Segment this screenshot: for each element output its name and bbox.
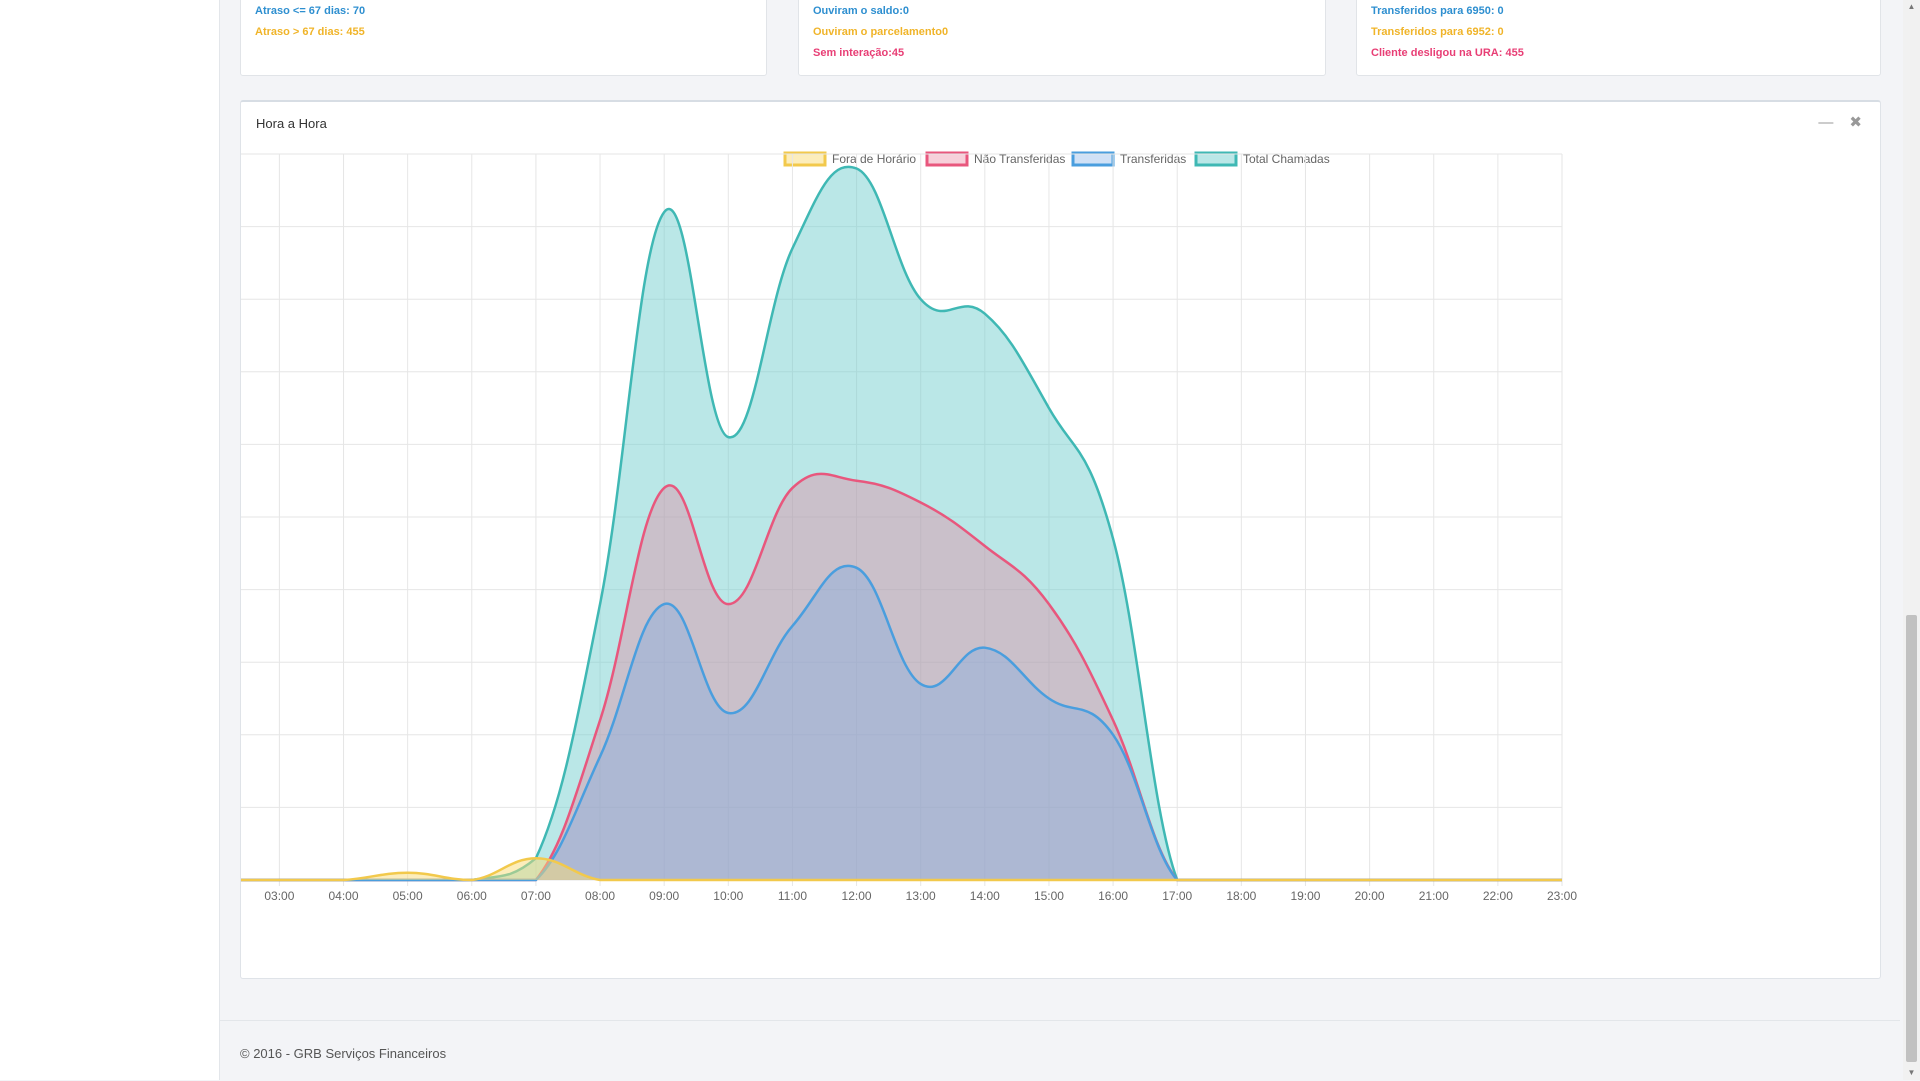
close-icon[interactable]: ✖ xyxy=(1849,114,1862,131)
footer: © 2016 - GRB Serviços Financeiros xyxy=(220,1020,1900,1081)
legend-label: Transferidas xyxy=(1120,152,1186,166)
x-tick-label: 20:00 xyxy=(1355,889,1385,903)
x-axis: 00:0001:0002:0003:0004:0005:0006:0007:00… xyxy=(264,889,1577,903)
x-tick-label: 05:00 xyxy=(393,889,423,903)
stat-line: Ouviram o saldo:0 xyxy=(813,5,909,17)
stat-line: Transferidos para 6950: 0 xyxy=(1371,5,1504,17)
x-tick-label: 19:00 xyxy=(1290,889,1320,903)
legend-label: Não Transferidas xyxy=(974,152,1065,166)
scrollbar[interactable]: ▲ ▼ xyxy=(1903,0,1920,1080)
stat-line: Ouviram o parcelamento0 xyxy=(813,26,949,38)
legend-label: Fora de Horário xyxy=(832,152,916,166)
main-content: Atraso <= 67 dias: 70 Atraso > 67 dias: … xyxy=(220,0,1900,1080)
area-fora-de-horario xyxy=(241,858,1562,881)
stat-line: Transferidos para 6952: 0 xyxy=(1371,26,1504,38)
stat-line: Atraso > 67 dias: 455 xyxy=(255,26,365,38)
legend-swatch xyxy=(1071,151,1115,167)
scroll-up-icon[interactable]: ▲ xyxy=(1907,2,1916,11)
x-tick-label: 23:00 xyxy=(1547,889,1577,903)
x-tick-label: 13:00 xyxy=(906,889,936,903)
chart-legend: Fora de Horário Não Transferidas Transferi… xyxy=(783,151,1330,167)
x-tick-label: 14:00 xyxy=(970,889,1000,903)
panel-tools: — ✖ xyxy=(1818,114,1862,132)
x-tick-label: 11:00 xyxy=(778,889,807,903)
legend-swatch xyxy=(925,151,969,167)
x-tick-label: 17:00 xyxy=(1162,889,1192,903)
x-tick-label: 16:00 xyxy=(1098,889,1128,903)
x-tick-label: 04:00 xyxy=(329,889,359,903)
hourly-panel: Hora a Hora — ✖ Fora de Horário Não Trans… xyxy=(240,100,1881,979)
stat-box-ouviram: Ouviram o saldo:0 Ouviram o parcelamento… xyxy=(798,0,1326,76)
x-tick-label: 21:00 xyxy=(1419,889,1449,903)
x-tick-label: 07:00 xyxy=(521,889,551,903)
chart-grid xyxy=(241,153,1563,886)
scroll-down-icon[interactable]: ▼ xyxy=(1907,1068,1916,1077)
stat-line: Sem interação:45 xyxy=(813,47,905,59)
x-tick-label: 09:00 xyxy=(649,889,679,903)
stat-box-transferidos: Transferidos para 6950: 0 Transferidos p… xyxy=(1356,0,1881,76)
chart-areas xyxy=(241,165,1562,882)
x-tick-label: 06:00 xyxy=(457,889,487,903)
legend-label: Total Chamadas xyxy=(1243,152,1330,166)
x-tick-label: 08:00 xyxy=(585,889,615,903)
stat-line: Atraso <= 67 dias: 70 xyxy=(255,5,366,17)
area-nao-transferidas xyxy=(241,473,1562,881)
area-total-chamadas xyxy=(241,166,1562,881)
area-transferidas xyxy=(241,565,1562,881)
x-tick-label: 03:00 xyxy=(264,889,294,903)
panel-title: Hora a Hora xyxy=(256,116,327,131)
legend-swatch xyxy=(783,151,827,167)
footer-text: © 2016 - GRB Serviços Financeiros xyxy=(240,1046,447,1061)
stat-box-atraso: Atraso <= 67 dias: 70 Atraso > 67 dias: … xyxy=(240,0,767,76)
x-tick-label: 15:00 xyxy=(1034,889,1064,903)
x-tick-label: 18:00 xyxy=(1226,889,1256,903)
x-tick-label: 10:00 xyxy=(713,889,743,903)
scroll-thumb[interactable] xyxy=(1906,615,1917,1062)
hourly-chart: Fora de Horário Não Transferidas Transferi… xyxy=(241,151,1577,903)
sidebar xyxy=(0,0,220,1080)
line-fora-de-horario xyxy=(241,856,1562,882)
minus-icon[interactable]: — xyxy=(1818,114,1834,131)
x-tick-label: 12:00 xyxy=(842,889,872,903)
stat-line: Cliente desligou na URA: 455 xyxy=(1371,47,1524,59)
legend-swatch xyxy=(1194,151,1238,167)
x-tick-label: 22:00 xyxy=(1483,889,1513,903)
